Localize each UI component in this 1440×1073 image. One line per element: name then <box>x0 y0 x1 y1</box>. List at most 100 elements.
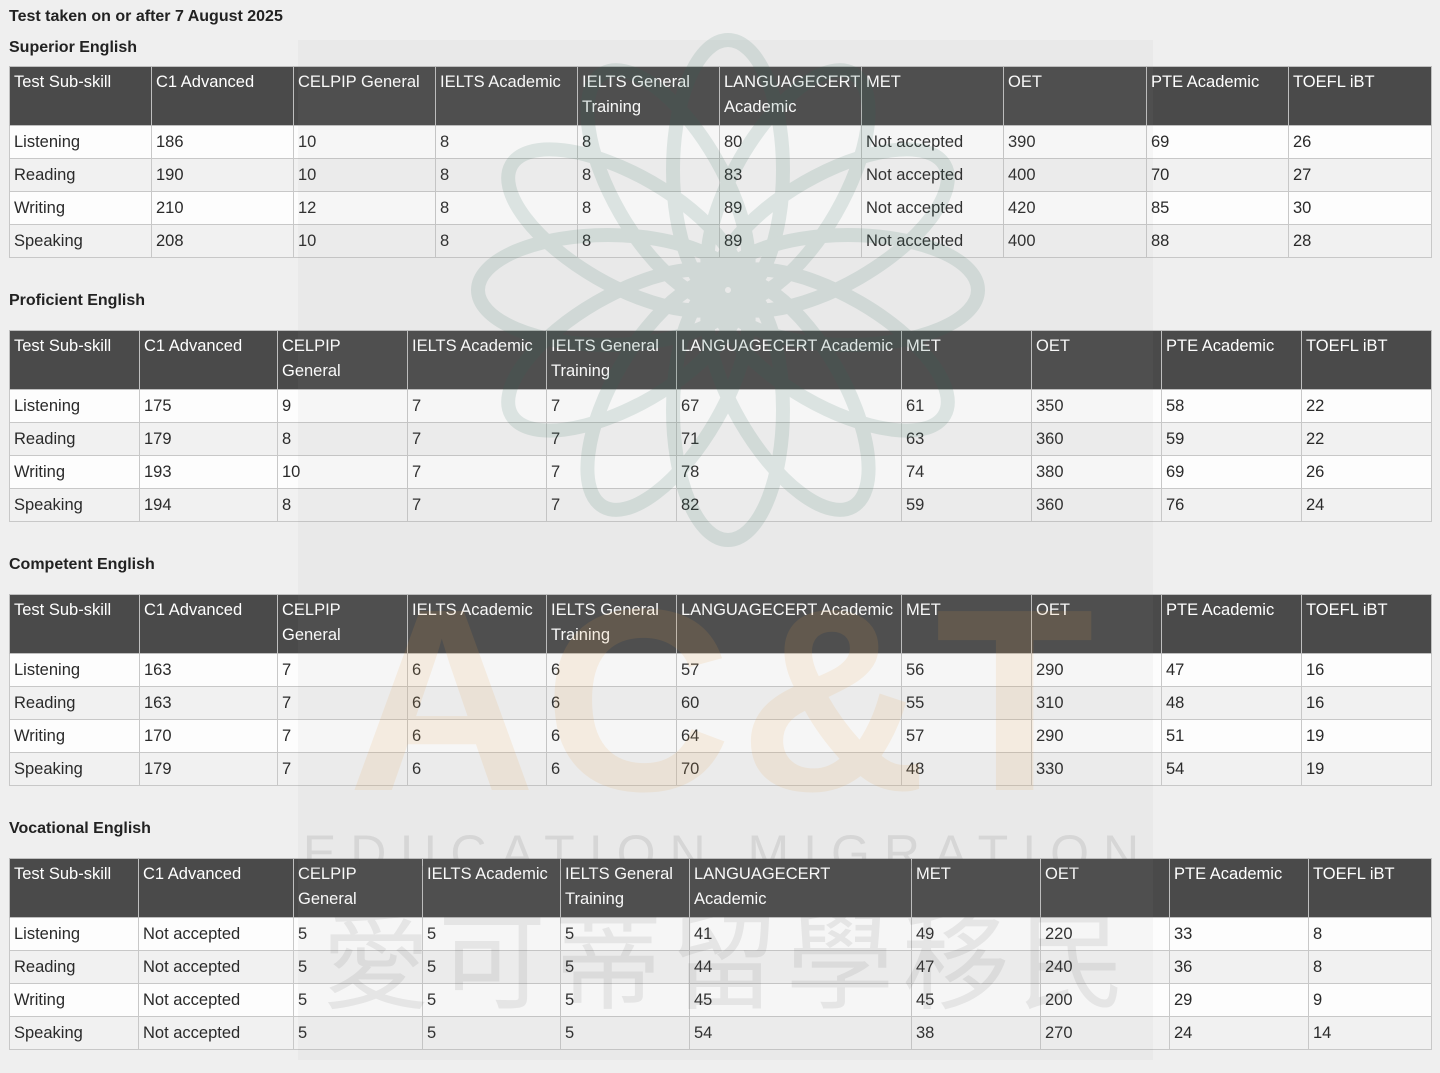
score-cell: 36 <box>1169 950 1309 984</box>
score-cell: 24 <box>1301 488 1432 522</box>
table-row: Writing 210 12 8 8 89 Not accepted 420 85 30 <box>9 191 1432 225</box>
score-cell: 45 <box>911 983 1041 1017</box>
score-cell: 85 <box>1146 191 1289 225</box>
score-cell: 179 <box>139 422 278 456</box>
score-cell: 175 <box>139 389 278 423</box>
score-cell: Not accepted <box>861 125 1004 159</box>
score-cell: 67 <box>676 389 902 423</box>
column-header: PTE Academic <box>1161 330 1302 390</box>
column-header: MET <box>911 858 1041 918</box>
table-row: Reading 163 7 6 6 60 55 310 48 16 <box>9 686 1432 720</box>
score-cell: 71 <box>676 422 902 456</box>
table-row: Speaking 194 8 7 7 82 59 360 76 24 <box>9 488 1432 522</box>
sub-skill-cell: Reading <box>9 422 140 456</box>
score-cell: 208 <box>151 224 294 258</box>
sub-skill-cell: Writing <box>9 719 140 753</box>
table-row: Speaking 208 10 8 8 89 Not accepted 400 88 28 <box>9 224 1432 258</box>
score-cell: 45 <box>689 983 912 1017</box>
sub-skill-cell: Listening <box>9 653 140 687</box>
header-row: Test Sub-skill C1 Advanced CELPIP General I… <box>9 858 1432 918</box>
score-cell: 5 <box>422 917 561 951</box>
sub-skill-cell: Listening <box>9 125 152 159</box>
score-cell: 8 <box>277 422 408 456</box>
score-cell: 8 <box>577 158 720 192</box>
score-cell: 8 <box>435 191 578 225</box>
sub-skill-cell: Speaking <box>9 752 140 786</box>
header-row: Test Sub-skill C1 Advanced CELPIP General I… <box>9 594 1432 654</box>
score-cell: 80 <box>719 125 862 159</box>
column-header: C1 Advanced <box>139 594 278 654</box>
score-cell: 5 <box>293 1016 423 1050</box>
score-cell: 49 <box>911 917 1041 951</box>
table-row: Reading 179 8 7 7 71 63 360 59 22 <box>9 422 1432 456</box>
sub-skill-cell: Speaking <box>9 224 152 258</box>
score-cell: 57 <box>901 719 1032 753</box>
sub-skill-cell: Writing <box>9 983 139 1017</box>
score-cell: 5 <box>293 917 423 951</box>
score-cell: 210 <box>151 191 294 225</box>
score-cell: 48 <box>1161 686 1302 720</box>
score-cell: 70 <box>676 752 902 786</box>
score-cell: 193 <box>139 455 278 489</box>
score-cell: 19 <box>1301 719 1432 753</box>
score-cell: 8 <box>577 224 720 258</box>
page-title: Test taken on or after 7 August 2025 <box>9 8 283 25</box>
sub-skill-cell: Writing <box>9 191 152 225</box>
score-cell: 61 <box>901 389 1032 423</box>
section-title-competent: Competent English <box>9 556 155 573</box>
score-cell: 48 <box>901 752 1032 786</box>
column-header: Test Sub-skill <box>9 330 140 390</box>
score-cell: 5 <box>560 950 690 984</box>
score-cell: 190 <box>151 158 294 192</box>
score-cell: 89 <box>719 224 862 258</box>
score-cell: 7 <box>407 422 547 456</box>
score-cell: 10 <box>293 224 436 258</box>
column-header: TOEFL iBT <box>1301 594 1432 654</box>
score-cell: 8 <box>577 125 720 159</box>
section-title-vocational: Vocational English <box>9 820 151 837</box>
score-cell: 7 <box>277 686 408 720</box>
column-header: MET <box>901 594 1032 654</box>
score-cell: 6 <box>546 653 677 687</box>
score-cell: 5 <box>560 983 690 1017</box>
column-header: LANGUAGECERT Academic <box>676 330 902 390</box>
score-cell: 19 <box>1301 752 1432 786</box>
score-cell: Not accepted <box>861 224 1004 258</box>
score-cell: 360 <box>1031 488 1162 522</box>
score-cell: 390 <box>1003 125 1147 159</box>
score-cell: 30 <box>1288 191 1432 225</box>
score-cell: Not accepted <box>138 1016 294 1050</box>
score-cell: 7 <box>407 455 547 489</box>
column-header: CELPIP General <box>277 594 408 654</box>
score-cell: 38 <box>911 1016 1041 1050</box>
column-header: PTE Academic <box>1146 66 1289 126</box>
score-cell: 76 <box>1161 488 1302 522</box>
column-header: CELPIP General <box>293 66 436 126</box>
score-cell: 16 <box>1301 653 1432 687</box>
sub-skill-cell: Speaking <box>9 488 140 522</box>
score-cell: 179 <box>139 752 278 786</box>
table-row: Speaking 179 7 6 6 70 48 330 54 19 <box>9 752 1432 786</box>
score-cell: 10 <box>293 125 436 159</box>
table-vocational: Test Sub-skill C1 Advanced CELPIP General I… <box>9 858 1432 1050</box>
table-row: Listening Not accepted 5 5 5 41 49 220 33 8 <box>9 917 1432 951</box>
score-cell: 74 <box>901 455 1032 489</box>
table-row: Reading Not accepted 5 5 5 44 47 240 36 8 <box>9 950 1432 984</box>
score-cell: 22 <box>1301 422 1432 456</box>
table-superior: Test Sub-skill C1 Advanced CELPIP General I… <box>9 66 1432 258</box>
score-cell: 5 <box>422 983 561 1017</box>
score-cell: 6 <box>407 653 547 687</box>
score-cell: 8 <box>277 488 408 522</box>
column-header: IELTS General Training <box>546 330 677 390</box>
table-row: Listening 163 7 6 6 57 56 290 47 16 <box>9 653 1432 687</box>
score-cell: 57 <box>676 653 902 687</box>
score-cell: 64 <box>676 719 902 753</box>
column-header: MET <box>861 66 1004 126</box>
score-cell: 69 <box>1146 125 1289 159</box>
score-cell: 10 <box>293 158 436 192</box>
score-cell: 270 <box>1040 1016 1170 1050</box>
column-header: PTE Academic <box>1169 858 1309 918</box>
column-header: IELTS Academic <box>435 66 578 126</box>
sub-skill-cell: Listening <box>9 917 139 951</box>
table-row: Listening 175 9 7 7 67 61 350 58 22 <box>9 389 1432 423</box>
